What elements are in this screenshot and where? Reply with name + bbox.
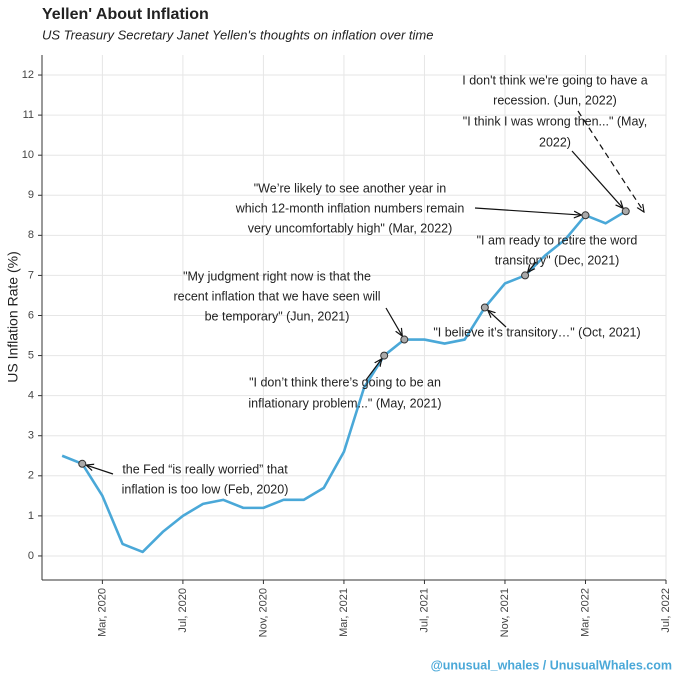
annotation-text: recession. (Jun, 2022) <box>493 93 617 107</box>
x-tick-label: Nov, 2021 <box>499 588 511 637</box>
annotation-text: be temporary" (Jun, 2021) <box>205 309 350 323</box>
annotation-text: inflation is too low (Feb, 2020) <box>122 482 289 496</box>
annotation-text: very uncomfortably high" (Mar, 2022) <box>248 221 453 235</box>
y-tick-label: 2 <box>28 470 34 482</box>
x-tick-label: Nov, 2020 <box>257 588 269 637</box>
chart-title: Yellen' About Inflation <box>42 6 209 23</box>
x-tick-label: Mar, 2020 <box>96 588 108 637</box>
annotation-text: "My judgment right now is that the <box>183 269 371 283</box>
annotation-arrow <box>474 207 581 215</box>
annotation-arrow <box>365 359 382 381</box>
y-tick-label: 11 <box>23 109 34 121</box>
annotation-arrow <box>577 110 644 212</box>
y-tick-label: 6 <box>28 309 34 321</box>
annotated-point <box>621 207 630 216</box>
annotation-arrow <box>571 150 623 208</box>
annotation-arrow <box>86 465 114 475</box>
x-tick-label: Jul, 2020 <box>177 588 189 633</box>
annotation-text: inflationary problem..." (May, 2021) <box>248 396 441 410</box>
annotation-text: which 12-month inflation numbers remain <box>235 201 465 215</box>
annotation-arrow <box>528 261 537 272</box>
annotation-text: "I think I was wrong then..." (May, <box>463 114 647 128</box>
annotation-text: transitory" (Dec, 2021) <box>495 253 620 267</box>
y-tick-label: 8 <box>28 229 34 241</box>
y-tick-label: 0 <box>28 550 34 562</box>
annotation-text: recent inflation that we have seen will <box>173 289 380 303</box>
y-tick-label: 12 <box>22 69 34 81</box>
y-tick-label: 9 <box>28 189 34 201</box>
annotation-text: the Fed “is really worried” that <box>122 462 288 476</box>
annotation-arrow <box>488 310 507 328</box>
annotation-text: "I don’t think there’s going to be an <box>249 375 441 389</box>
credit: @unusual_whales / UnusualWhales.com <box>431 658 672 672</box>
annotated-point <box>78 459 87 468</box>
y-axis-label: US Inflation Rate (%) <box>5 251 21 383</box>
annotation-text: "We’re likely to see another year in <box>254 181 447 195</box>
y-tick-label: 7 <box>28 269 34 281</box>
x-tick-label: Mar, 2021 <box>338 588 350 637</box>
annotated-point <box>581 211 590 220</box>
annotated-point <box>521 271 530 280</box>
y-tick-label: 3 <box>28 430 34 442</box>
y-tick-label: 10 <box>22 149 34 161</box>
annotation-text: "I believe it’s transitory…" (Oct, 2021) <box>433 325 640 339</box>
x-tick-label: Mar, 2022 <box>579 588 591 637</box>
annotated-point <box>400 335 409 344</box>
y-tick-label: 1 <box>28 510 34 522</box>
annotation-layer: the Fed “is really worried” that inflatio… <box>78 73 648 496</box>
annotation-text: 2022) <box>539 135 571 149</box>
y-tick-label: 4 <box>28 390 34 402</box>
annotated-point <box>380 351 389 360</box>
x-tick-label: Jul, 2021 <box>418 588 430 633</box>
annotation-text: "I am ready to retire the word <box>477 233 638 247</box>
x-tick-label: Jul, 2022 <box>660 588 672 633</box>
y-tick-label: 5 <box>28 349 34 361</box>
annotation-arrow <box>385 307 402 336</box>
annotated-point <box>480 303 489 312</box>
chart-subtitle: US Treasury Secretary Janet Yellen's tho… <box>42 27 433 42</box>
annotation-text: I don't think we're going to have a <box>462 73 647 87</box>
